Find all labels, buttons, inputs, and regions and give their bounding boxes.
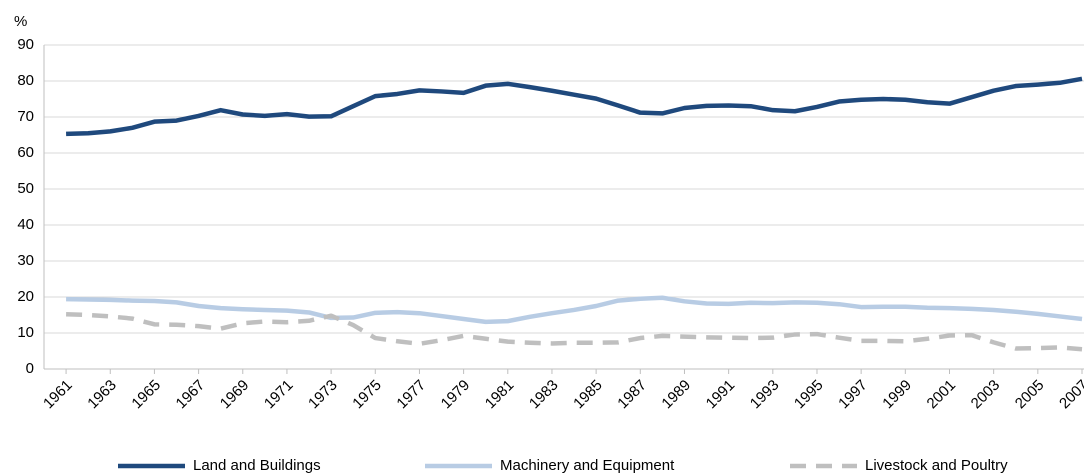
x-tick-label: 1977 xyxy=(393,377,429,413)
x-tick-label: 1971 xyxy=(261,377,297,413)
series-line xyxy=(66,76,1083,137)
x-tick-label: 2007 xyxy=(1056,377,1084,413)
x-tick-label: 1999 xyxy=(879,377,915,413)
legend-label: Livestock and Poultry xyxy=(865,457,1008,474)
legend-label: Land and Buildings xyxy=(193,457,321,474)
x-tick-label: 2001 xyxy=(924,377,960,413)
x-tick-label: 1969 xyxy=(217,377,253,413)
legend-label: Machinery and Equipment xyxy=(500,457,675,474)
y-tick-label: 30 xyxy=(17,252,34,269)
x-tick-label: 1991 xyxy=(703,377,739,413)
series-line xyxy=(66,312,1083,352)
x-tick-label: 1989 xyxy=(658,377,694,413)
y-axis-label: % xyxy=(14,13,27,30)
x-tick-label: 1997 xyxy=(835,377,871,413)
y-tick-label: 10 xyxy=(17,324,34,341)
y-tick-label: 40 xyxy=(17,216,34,233)
x-tick-label: 2003 xyxy=(968,377,1004,413)
x-tick-label: 1981 xyxy=(482,377,518,413)
x-tick-label: 1967 xyxy=(173,377,209,413)
x-tick-label: 1985 xyxy=(570,377,606,413)
y-tick-label: 60 xyxy=(17,144,34,161)
y-tick-label: 70 xyxy=(17,108,34,125)
x-tick-label: 2005 xyxy=(1012,377,1048,413)
series-line xyxy=(66,295,1083,325)
x-tick-label: 1961 xyxy=(40,377,76,413)
x-tick-label: 1995 xyxy=(791,377,827,413)
x-tick-label: 1983 xyxy=(526,377,562,413)
y-tick-label: 50 xyxy=(17,180,34,197)
y-tick-label: 20 xyxy=(17,288,34,305)
y-tick-label: 0 xyxy=(26,360,34,377)
x-tick-label: 1963 xyxy=(84,377,120,413)
x-tick-label: 1975 xyxy=(349,377,385,413)
x-tick-label: 1979 xyxy=(438,377,474,413)
y-tick-label: 90 xyxy=(17,36,34,53)
x-tick-label: 1987 xyxy=(614,377,650,413)
y-tick-label: 80 xyxy=(17,72,34,89)
x-tick-label: 1973 xyxy=(305,377,341,413)
x-tick-label: 1965 xyxy=(128,377,164,413)
x-tick-label: 1993 xyxy=(747,377,783,413)
